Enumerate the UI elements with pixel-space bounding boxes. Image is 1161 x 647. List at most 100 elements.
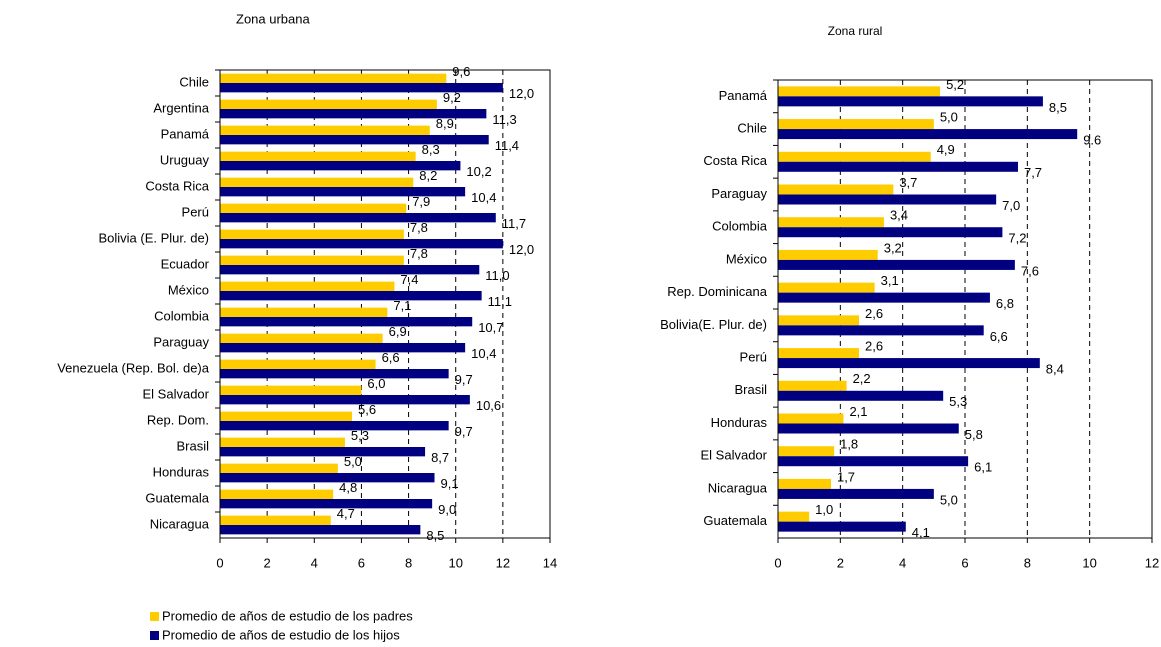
bar: [220, 359, 376, 369]
y-tick-label: Honduras: [153, 464, 210, 479]
bar: [220, 307, 388, 317]
bar: [220, 447, 426, 457]
legend-label: Promedio de años de estudio de los hijos: [162, 627, 400, 642]
x-tick-label: 2: [264, 555, 271, 570]
x-tick-label: 8: [1024, 555, 1031, 570]
bar: [220, 203, 407, 213]
data-label: 6,6: [990, 329, 1008, 344]
y-tick-label: Perú: [740, 350, 767, 365]
data-label: 9,6: [452, 64, 470, 79]
bar: [778, 259, 1015, 270]
data-label: 9.6: [1083, 133, 1101, 148]
data-label: 11,3: [492, 112, 516, 127]
data-label: 6,6: [382, 350, 400, 365]
bar: [220, 151, 416, 161]
data-label: 10,2: [466, 164, 491, 179]
data-label: 4,7: [337, 506, 355, 521]
data-label: 9,7: [455, 424, 473, 439]
y-tick-label: Bolivia(E. Plur. de): [660, 317, 767, 332]
y-tick-label: Honduras: [711, 415, 768, 430]
data-label: 8,2: [419, 168, 437, 183]
y-tick-label: Nicaragua: [150, 516, 210, 531]
bar: [220, 385, 362, 395]
x-tick-label: 2: [837, 555, 844, 570]
x-tick-label: 6: [961, 555, 968, 570]
bar: [220, 83, 503, 93]
y-tick-label: Costa Rica: [145, 178, 209, 193]
bar: [778, 86, 941, 97]
bar: [778, 119, 934, 130]
bar: [220, 515, 331, 525]
bar: [778, 358, 1040, 369]
x-tick-label: 12: [496, 555, 510, 570]
bar: [778, 325, 984, 336]
data-label: 2,6: [865, 306, 883, 321]
chart-title: Zona rural: [828, 24, 883, 38]
bar: [220, 281, 395, 291]
bar: [778, 413, 844, 424]
data-label: 9,7: [455, 372, 473, 387]
data-label: 4,8: [339, 480, 357, 495]
data-label: 11,4: [495, 138, 519, 153]
y-tick-label: Bolivia (E. Plur. de): [98, 230, 209, 245]
x-tick-label: 0: [216, 555, 223, 570]
y-tick-label: Chile: [179, 74, 209, 89]
y-tick-label: Chile: [737, 121, 767, 136]
bar: [778, 96, 1043, 107]
bar: [220, 411, 352, 421]
bar: [778, 390, 944, 401]
bar: [220, 255, 404, 265]
data-label: 9,0: [438, 502, 456, 517]
bar: [778, 511, 810, 522]
data-label: 12,0: [509, 86, 534, 101]
y-tick-label: Rep. Dominicana: [667, 284, 767, 299]
bar: [220, 109, 487, 119]
data-label: 5,0: [940, 110, 958, 125]
y-tick-label: Rep. Dom.: [147, 412, 209, 427]
bar: [778, 446, 835, 457]
data-label: 3,7: [899, 175, 917, 190]
data-label: 9,2: [443, 90, 461, 105]
data-label: 2,2: [853, 371, 871, 386]
bar: [220, 265, 480, 275]
bar: [778, 478, 831, 489]
y-tick-label: Argentina: [153, 100, 209, 115]
data-label: 7,2: [1008, 231, 1026, 246]
bar: [220, 333, 383, 343]
data-label: 8,4: [1046, 362, 1064, 377]
data-label: 11,0: [485, 268, 509, 283]
bar: [220, 499, 433, 509]
bar: [778, 488, 934, 499]
bar: [778, 423, 959, 434]
bar: [220, 125, 430, 135]
data-label: 2,6: [865, 339, 883, 354]
bar: [778, 227, 1003, 238]
y-tick-label: Colombia: [154, 308, 210, 323]
y-tick-label: Guatemala: [145, 490, 209, 505]
data-label: 5,2: [946, 77, 964, 92]
y-tick-label: Panamá: [161, 126, 210, 141]
data-label: 8,3: [422, 142, 440, 157]
x-tick-label: 8: [405, 555, 412, 570]
data-label: 7,8: [410, 220, 428, 235]
y-tick-label: Uruguay: [160, 152, 210, 167]
bar: [220, 177, 414, 187]
data-label: 11,1: [488, 294, 512, 309]
data-label: 7,1: [393, 298, 411, 313]
y-tick-label: México: [168, 282, 209, 297]
data-label: 11,7: [502, 216, 526, 231]
bar: [778, 151, 931, 162]
bar: [220, 463, 338, 473]
data-label: 12,0: [509, 242, 534, 257]
bar: [220, 161, 461, 171]
y-tick-label: México: [726, 251, 767, 266]
data-label: 9,1: [441, 476, 459, 491]
data-label: 5,6: [358, 402, 376, 417]
bar: [220, 395, 470, 405]
x-tick-label: 10: [448, 555, 462, 570]
legend-swatch: [150, 631, 159, 640]
bar: [220, 421, 449, 431]
data-label: 3,2: [884, 240, 902, 255]
y-tick-label: Colombia: [712, 219, 768, 234]
bar: [778, 315, 860, 326]
